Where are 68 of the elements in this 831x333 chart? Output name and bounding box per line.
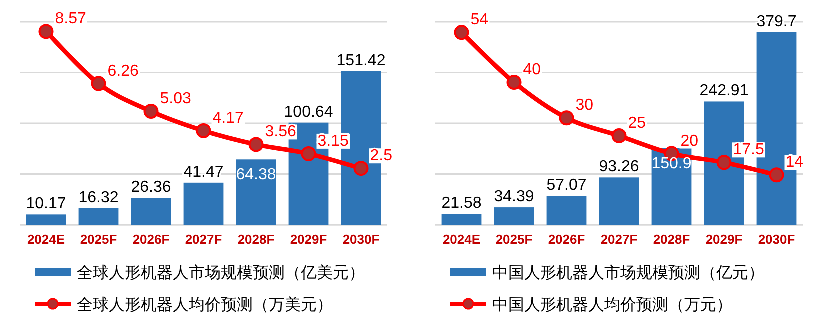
x-tick-label: 2025F: [496, 232, 533, 247]
data-label: 4.17: [212, 110, 244, 127]
point: [559, 110, 574, 126]
legend-label: 中国人形机器人市场规模预测（亿元）: [492, 264, 764, 282]
data-label: 17.5: [733, 142, 764, 159]
point: [144, 104, 159, 120]
point: [769, 168, 784, 183]
data-label: 54: [470, 12, 489, 29]
data-label: 3.56: [265, 124, 296, 141]
x-tick-label: 2030F: [758, 232, 796, 247]
data-label: 14: [786, 154, 804, 172]
point: [248, 137, 264, 152]
data-label: 2.5: [370, 148, 393, 165]
data-label: 10.17: [26, 196, 66, 213]
bar: [184, 182, 224, 225]
bar: [494, 208, 534, 225]
x-tick-label: 2026F: [548, 232, 586, 247]
data-label: 30: [576, 97, 594, 114]
x-tick-label: 2029F: [290, 232, 328, 247]
x-tick-label: 2030F: [342, 232, 380, 247]
point: [506, 75, 522, 90]
data-label: 26.36: [131, 179, 172, 196]
data-label: 379.7: [756, 13, 797, 30]
bar: [599, 178, 640, 225]
data-label: 57.07: [546, 177, 587, 194]
x-tick-label: 2024E: [27, 232, 66, 247]
x-tick-label: 2027F: [185, 232, 222, 247]
data-label: 3.15: [318, 132, 349, 150]
data-label: 100.64: [284, 104, 334, 121]
point: [716, 155, 732, 170]
data-label: 25: [628, 114, 646, 132]
data-label: 242.91: [700, 82, 749, 100]
data-label: 5.03: [160, 90, 192, 108]
point: [454, 25, 470, 40]
point: [612, 128, 627, 144]
point: [38, 24, 54, 40]
x-tick-label: 2025F: [80, 232, 118, 247]
data-label: 6.26: [108, 62, 139, 80]
data-label: 40: [523, 62, 542, 79]
point: [301, 146, 316, 162]
bar: [442, 214, 482, 225]
data-label: 16.32: [78, 189, 119, 206]
bar: [131, 198, 172, 225]
point: [196, 123, 212, 138]
bar: [78, 208, 119, 225]
data-label: 20: [680, 132, 699, 150]
data-label: 41.47: [184, 164, 224, 181]
data-label: 64.38: [236, 166, 276, 184]
point: [354, 161, 369, 176]
data-label: 8.57: [55, 10, 86, 28]
data-label: 151.42: [336, 52, 386, 70]
point: [91, 76, 106, 92]
data-label: 34.39: [494, 188, 534, 206]
x-tick-label: 2029F: [706, 232, 743, 247]
bar: [236, 160, 276, 225]
bar: [26, 214, 66, 225]
bar: [546, 196, 587, 225]
x-tick-label: 2024E: [442, 232, 481, 247]
x-tick-label: 2027F: [600, 232, 638, 247]
x-tick-label: 2026F: [132, 232, 170, 247]
data-label: 93.26: [599, 158, 640, 176]
data-label: 150.9: [652, 155, 692, 172]
legend-label: 中国人形机器人均价预测（万元）: [492, 296, 732, 314]
legend-label: 全球人形机器人均价预测（万美元）: [77, 296, 333, 314]
x-tick-label: 2028F: [238, 232, 275, 247]
data-label: 21.58: [442, 195, 482, 212]
legend-label: 全球人形机器人市场规模预测（亿美元）: [77, 264, 365, 282]
x-tick-label: 2028F: [653, 232, 690, 247]
